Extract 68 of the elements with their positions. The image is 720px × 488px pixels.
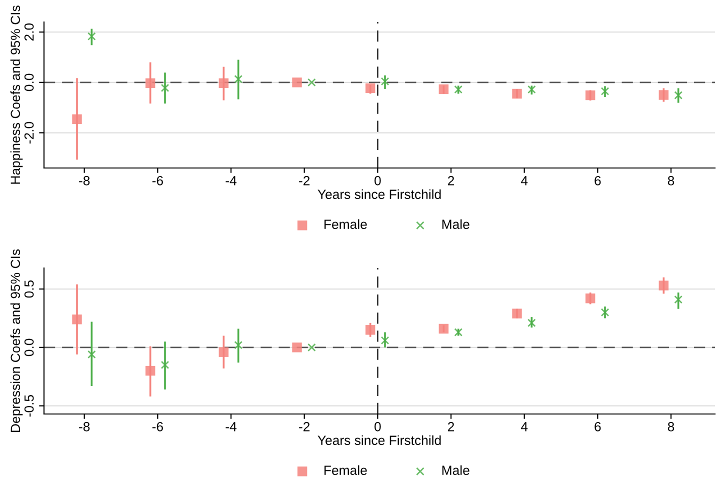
x-tick-label: 2 (448, 422, 454, 432)
y-axis-title: Happiness Coefs and 95% CIs (10, 6, 23, 184)
point (160, 360, 170, 370)
point (160, 84, 170, 92)
point (218, 347, 229, 357)
legend-label: Female (324, 219, 367, 229)
legend-label: Male (442, 465, 470, 475)
point (365, 83, 376, 94)
point (674, 91, 682, 100)
x-tick-label: -4 (226, 422, 236, 432)
point (292, 78, 302, 88)
x-tick-label: 8 (668, 422, 674, 432)
point (234, 340, 242, 350)
point (454, 85, 462, 94)
x-tick-label: -8 (79, 422, 90, 432)
x-tick-label: -6 (152, 176, 163, 186)
x-tick-label: 2 (448, 176, 454, 186)
point (600, 87, 610, 96)
x-axis-title: Years since Firstchild (318, 435, 441, 446)
point (145, 78, 156, 88)
y-tick-label: 0.5 (24, 280, 34, 298)
point (380, 336, 390, 345)
y-tick-label: -2.0 (24, 122, 34, 144)
point (454, 328, 462, 336)
point (380, 77, 390, 86)
y-tick-label: 0.0 (24, 338, 34, 356)
x-tick-label: 6 (594, 422, 601, 432)
x-tick-label: 4 (520, 176, 528, 186)
point (438, 324, 449, 334)
point (365, 325, 376, 335)
x-tick-label: -6 (152, 422, 163, 432)
y-tick-label: 2.0 (24, 23, 34, 41)
x-tick-label: -8 (79, 176, 90, 186)
point (585, 90, 596, 100)
y-tick-label: -0.5 (24, 395, 34, 417)
point (72, 114, 82, 124)
point (88, 32, 96, 41)
point (72, 314, 82, 324)
x-axis-title: Years since Firstchild (318, 189, 441, 200)
legend-label: Male (442, 219, 470, 229)
y-axis-title: Depression Coefs and 95% CIs (10, 249, 23, 432)
point (292, 342, 302, 352)
point (88, 350, 96, 359)
point (674, 295, 682, 304)
x-tick-label: 0 (374, 422, 381, 432)
point (308, 343, 316, 352)
x-tick-label: -4 (226, 176, 236, 186)
point (528, 85, 536, 94)
point (438, 84, 449, 94)
x-tick-label: 8 (668, 176, 674, 186)
point (308, 78, 316, 87)
point (512, 88, 522, 99)
x-tick-label: -2 (299, 176, 310, 186)
x-tick-label: 4 (520, 422, 528, 432)
point (218, 78, 229, 88)
point (585, 294, 596, 304)
point (658, 90, 669, 100)
point (658, 280, 669, 290)
y-tick-label: 0.0 (24, 74, 34, 92)
point (512, 308, 522, 318)
x-tick-label: 0 (374, 176, 381, 186)
point (600, 308, 610, 317)
x-tick-label: -2 (299, 422, 310, 432)
x-tick-label: 6 (594, 176, 601, 186)
point (145, 366, 156, 376)
point (234, 74, 242, 84)
legend-label: Female (324, 465, 367, 475)
point (528, 318, 536, 328)
